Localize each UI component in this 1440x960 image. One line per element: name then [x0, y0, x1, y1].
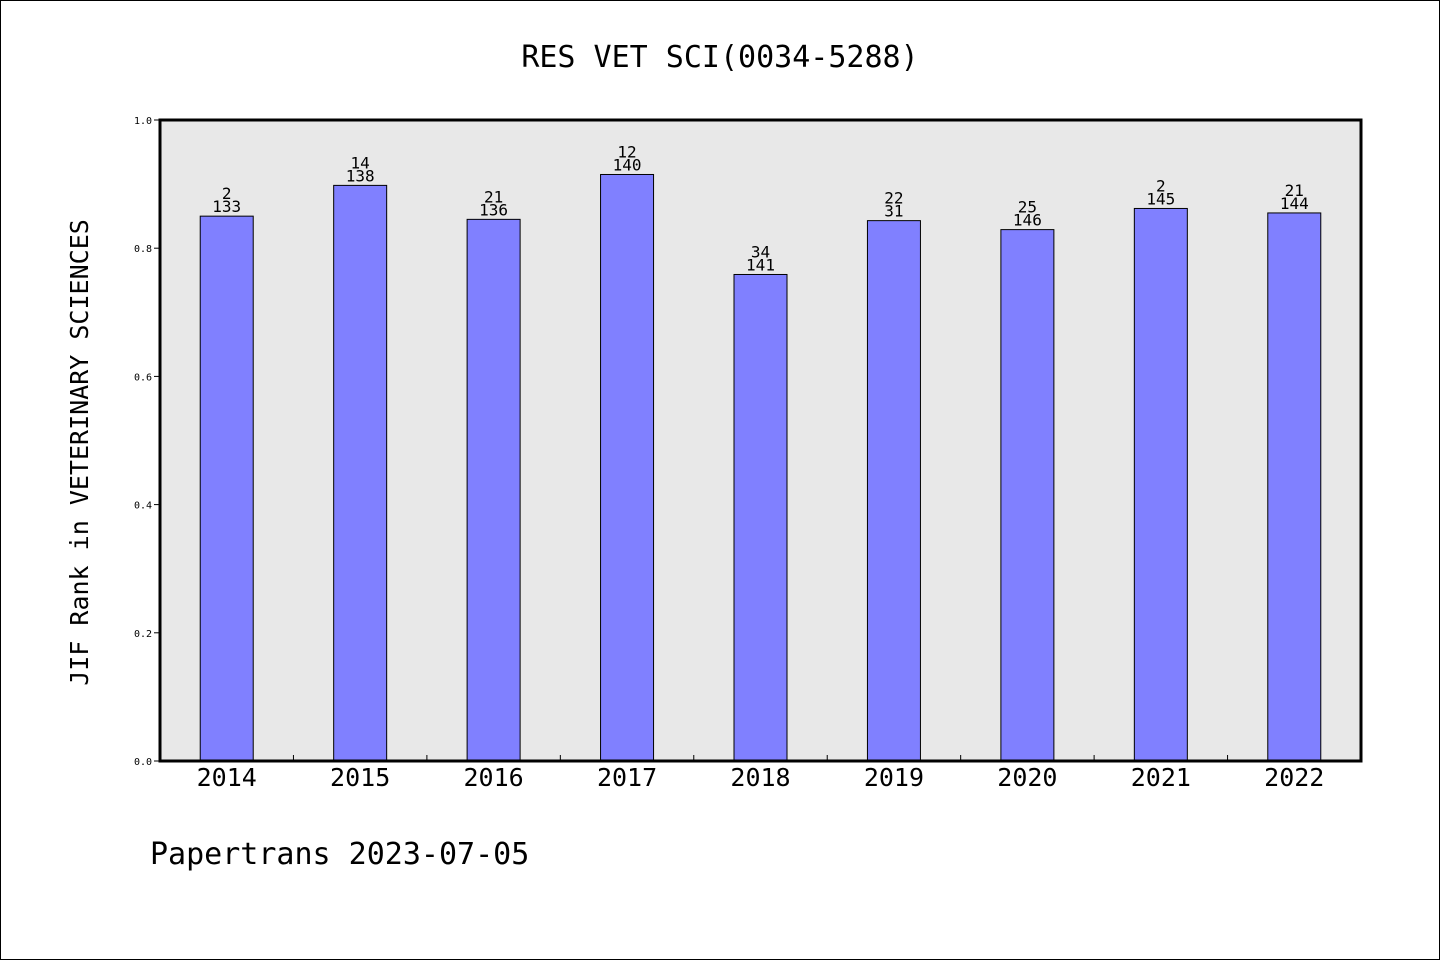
bar-rank-label: 21 — [1285, 181, 1304, 200]
bar-rank-label: 2 — [1156, 176, 1166, 195]
y-axis: 0.0 0.2 0.4 0.6 0.8 1.0 — [134, 116, 160, 768]
x-axis: 2014 2015 2016 2017 2018 2019 2020 2021 2022 — [197, 755, 1324, 792]
x-tick-label: 2015 — [330, 763, 390, 792]
bar-2016 — [466, 218, 521, 762]
x-tick-label: 2021 — [1131, 763, 1191, 792]
x-tick-label: 2016 — [464, 763, 524, 792]
bar-rank-label: 14 — [351, 153, 370, 172]
bar-rank-label: 22 — [884, 189, 903, 208]
y-tick-label: 0.8 — [134, 244, 152, 255]
x-tick-label: 2017 — [597, 763, 657, 792]
bar-2021 — [1133, 207, 1188, 762]
chart-title: RES VET SCI(0034-5288) — [521, 40, 918, 75]
bar-2018 — [733, 273, 788, 762]
bar-rank-label: 21 — [484, 187, 503, 206]
bar-2015 — [333, 184, 388, 762]
bar-2020 — [1000, 229, 1055, 762]
y-tick-label: 0.0 — [134, 757, 152, 768]
y-axis-label: JIF Rank in VETERINARY SCIENCES — [65, 219, 94, 686]
footer-text: Papertrans 2023-07-05 — [150, 837, 529, 872]
bar-2019 — [866, 220, 921, 762]
bar-total-label: 141 — [746, 255, 775, 274]
bar-rank-label: 12 — [617, 142, 636, 161]
bar-2022 — [1267, 212, 1322, 762]
bar-rank-label: 34 — [751, 242, 770, 261]
x-tick-label: 2019 — [864, 763, 924, 792]
bar-total-label: 146 — [1013, 211, 1042, 230]
bar-total-label: 138 — [346, 166, 375, 185]
bar-total-label: 136 — [479, 200, 508, 219]
x-tick-label: 2020 — [997, 763, 1057, 792]
plot-border — [158, 118, 1363, 763]
y-tick-label: 0.6 — [134, 372, 152, 383]
bar-rank-label: 25 — [1018, 198, 1037, 217]
y-tick-label: 0.2 — [134, 629, 152, 640]
bar-total-label: 31 — [884, 202, 903, 221]
bar-total-label: 145 — [1146, 189, 1175, 208]
y-tick-label: 0.4 — [134, 501, 152, 512]
x-tick-label: 2014 — [197, 763, 257, 792]
x-tick-label: 2022 — [1264, 763, 1324, 792]
bar-2017 — [600, 173, 655, 762]
bar-total-label: 140 — [613, 155, 642, 174]
bar-total-label: 133 — [212, 197, 241, 216]
y-tick-label: 1.0 — [134, 116, 152, 127]
bar-total-label: 144 — [1280, 194, 1309, 213]
bar-rank-label: 2 — [222, 184, 232, 203]
x-tick-label: 2018 — [730, 763, 790, 792]
bar-2014 — [199, 215, 254, 762]
